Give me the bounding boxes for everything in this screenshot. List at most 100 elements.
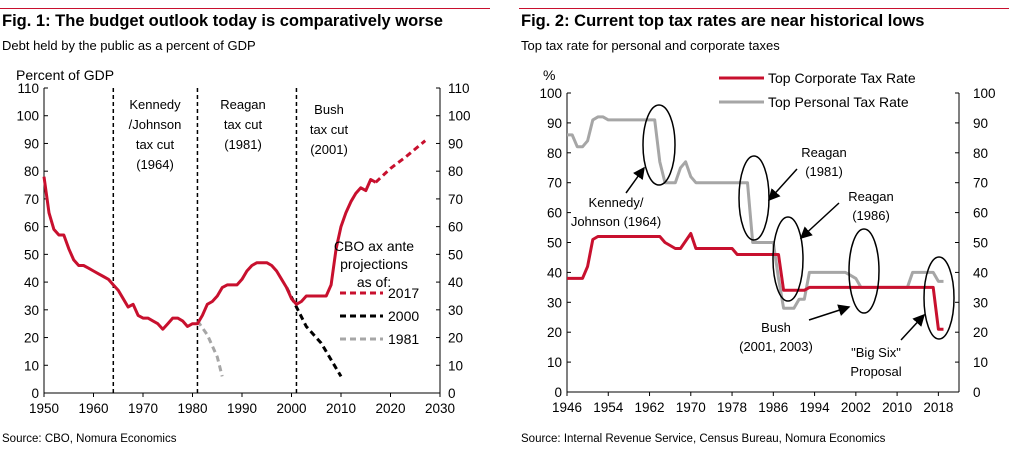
annotation-reagan-line: tax cut [224, 117, 263, 132]
y-tick-label-left: 30 [24, 303, 39, 318]
x-tick-label: 1970 [676, 400, 706, 415]
annotation-kennedy-line: Kennedy [129, 97, 181, 112]
annotation-reagan-1986-line: (1986) [852, 208, 890, 223]
figure-1-panel: Fig. 1: The budget outlook today is comp… [0, 0, 500, 459]
series-line-actual [42, 176, 377, 331]
annotation-kennedy-line: (1964) [136, 157, 174, 172]
y-tick-label-right: 50 [448, 247, 463, 262]
annotation-bush-line: tax cut [310, 122, 349, 137]
y-tick-label-left: 80 [547, 146, 562, 161]
y-tick-label-right: 60 [973, 206, 988, 221]
figure-2-chart: 0 0 10 10 20 20 30 30 40 40 50 50 60 60 70 70 80 80 90 90 10… [539, 67, 996, 415]
y-axis-title: % [543, 67, 555, 83]
figure-1-rule [0, 8, 490, 9]
y-tick-label-right: 90 [448, 136, 463, 151]
x-tick-label: 2010 [882, 400, 912, 415]
legend-title-line: CBO ax ante [334, 238, 414, 254]
y-tick-label-left: 80 [24, 164, 39, 179]
y-tick-label-right: 110 [448, 81, 470, 96]
highlight-ellipse [642, 104, 676, 186]
x-tick-label: 2000 [276, 401, 306, 416]
series-line-corporate [567, 232, 944, 331]
y-tick-label-right: 0 [448, 386, 456, 401]
y-tick-label-left: 60 [24, 220, 39, 235]
figure-1-title: Fig. 1: The budget outlook today is comp… [2, 12, 443, 30]
annotation-reagan-1981-line: (1981) [805, 164, 843, 179]
y-tick-label-left: 0 [554, 385, 562, 400]
y-tick-label-right: 10 [448, 358, 463, 373]
y-tick-label-left: 20 [547, 325, 562, 340]
highlight-ellipse [772, 216, 804, 302]
annotation-bush-line: (2001) [310, 142, 348, 157]
y-tick-label-right: 80 [448, 164, 463, 179]
legend-label-corporate: Top Corporate Tax Rate [768, 70, 916, 86]
annotation-reagan-line: Reagan [220, 97, 266, 112]
figure-2-panel: Fig. 2: Current top tax rates are near h… [519, 0, 1019, 459]
annotation-kennedy-johnson-line: Kennedy/ [589, 195, 644, 210]
x-tick-label: 1980 [177, 401, 207, 416]
y-tick-label-right: 80 [973, 146, 988, 161]
y-tick-label-left: 50 [24, 247, 39, 262]
y-tick-label-left: 70 [24, 192, 39, 207]
y-tick-label-right: 50 [973, 236, 988, 251]
legend-label-2017: 2017 [388, 285, 419, 301]
legend-label-personal: Top Personal Tax Rate [768, 94, 909, 110]
annotation-arrow [808, 304, 851, 321]
legend-label-2000: 2000 [388, 308, 419, 324]
annotation-bush-line: Bush [761, 320, 791, 335]
x-tick-label: 1970 [128, 401, 158, 416]
x-tick-label: 2010 [326, 401, 356, 416]
y-tick-label-right: 70 [973, 176, 988, 191]
series-line-2017 [374, 139, 427, 184]
x-tick-label: 2030 [425, 401, 455, 416]
legend-label-1981: 1981 [388, 331, 419, 347]
x-tick-label: 1986 [758, 400, 788, 415]
figure-1-source: Source: CBO, Nomura Economics [2, 433, 177, 445]
x-tick-label: 1978 [717, 400, 747, 415]
annotation-arrow [767, 168, 798, 202]
y-tick-label-left: 40 [547, 265, 562, 280]
annotation-arrow [625, 166, 645, 194]
annotation-arrow [799, 202, 840, 240]
figure-2-rule [519, 8, 1009, 9]
annotation-big-six-line: Proposal [850, 364, 901, 379]
annotation-reagan-1986-line: Reagan [848, 189, 894, 204]
series-line-personal [567, 115, 944, 310]
y-axis-title: Percent of GDP [16, 67, 114, 83]
x-tick-label: 1990 [227, 401, 257, 416]
annotation-kennedy-line: tax cut [136, 137, 175, 152]
y-tick-label-right: 100 [973, 86, 996, 101]
y-tick-label-left: 70 [547, 176, 562, 191]
y-tick-label-left: 100 [16, 109, 39, 124]
y-tick-label-right: 20 [973, 325, 988, 340]
y-tick-label-left: 60 [547, 206, 562, 221]
y-tick-label-right: 30 [448, 303, 463, 318]
highlight-ellipse [738, 155, 770, 241]
y-tick-label-right: 30 [973, 295, 988, 310]
figure-2-source: Source: Internal Revenue Service, Census… [521, 433, 886, 445]
legend-title-line: projections [340, 256, 408, 272]
y-tick-label-right: 10 [973, 355, 988, 370]
x-tick-label: 1954 [593, 400, 624, 415]
y-tick-label-right: 40 [448, 275, 463, 290]
y-tick-label-left: 100 [539, 86, 562, 101]
highlight-ellipse [848, 228, 880, 314]
figure-2-title: Fig. 2: Current top tax rates are near h… [521, 12, 925, 30]
y-tick-label-left: 90 [24, 136, 39, 151]
y-tick-label-right: 0 [973, 385, 981, 400]
figure-1-subtitle: Debt held by the public as a percent of … [2, 38, 256, 53]
y-tick-label-left: 30 [547, 295, 562, 310]
annotation-big-six-line: "Big Six" [851, 345, 901, 360]
y-tick-label-right: 100 [448, 109, 471, 124]
y-tick-label-right: 70 [448, 192, 463, 207]
annotation-reagan-1981-line: Reagan [801, 145, 847, 160]
x-tick-label: 2002 [841, 400, 871, 415]
y-tick-label-left: 10 [24, 358, 39, 373]
annotation-bush-line: (2001, 2003) [739, 339, 813, 354]
y-tick-label-left: 40 [24, 275, 39, 290]
x-tick-label: 1962 [635, 400, 665, 415]
y-tick-label-left: 20 [24, 331, 39, 346]
y-tick-label-left: 50 [547, 236, 562, 251]
annotation-kennedy-line: /Johnson [129, 117, 182, 132]
